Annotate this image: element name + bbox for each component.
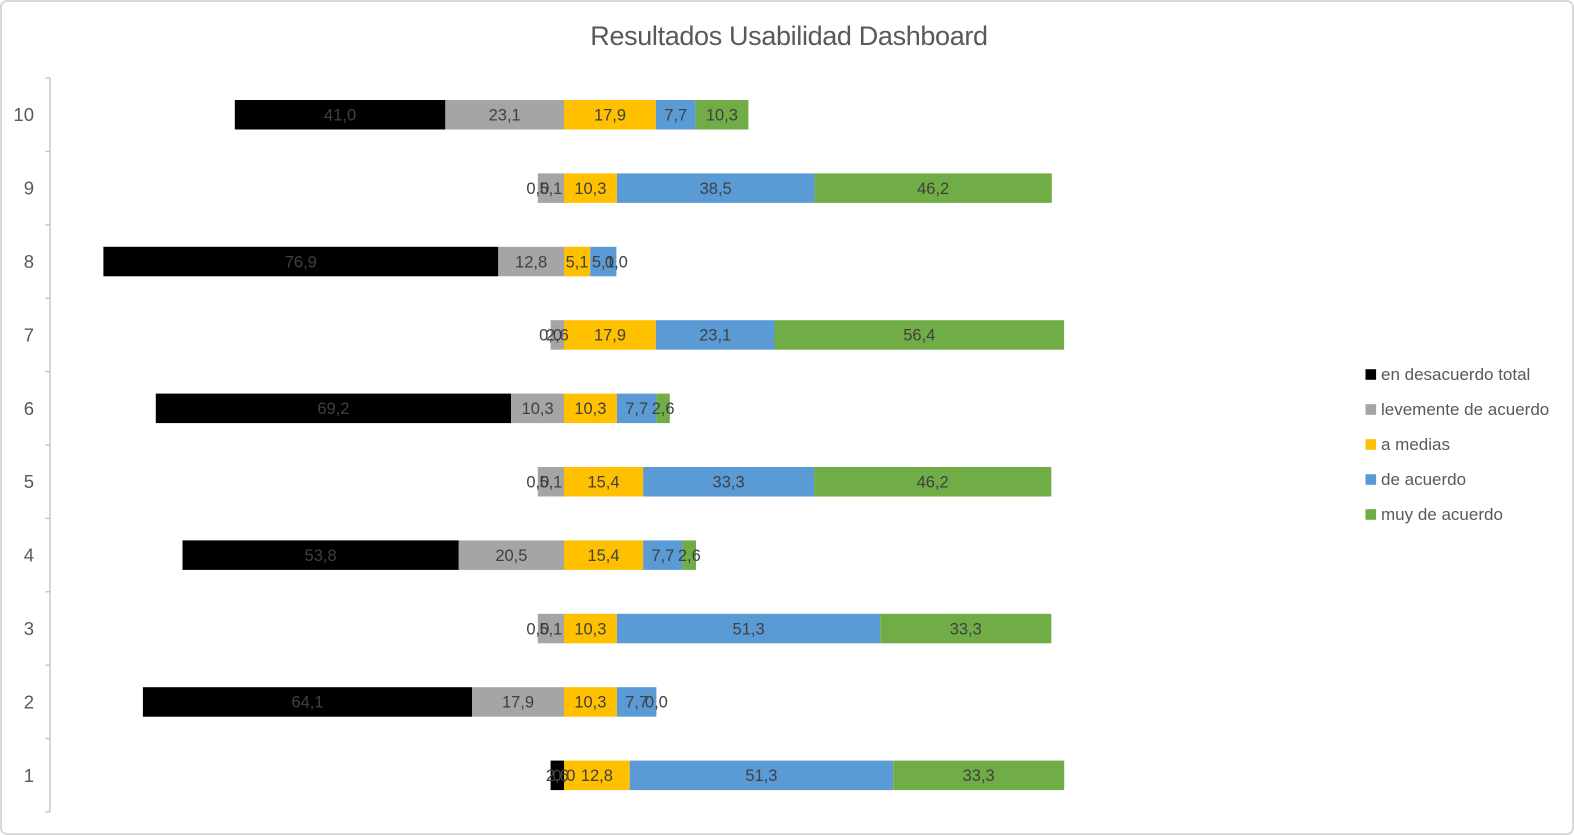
svg-text:76,9: 76,9 <box>285 253 317 271</box>
svg-text:5,1: 5,1 <box>539 474 562 492</box>
svg-text:23,1: 23,1 <box>699 327 731 345</box>
svg-text:5,1: 5,1 <box>539 620 562 638</box>
svg-text:38,5: 38,5 <box>700 180 732 198</box>
svg-text:8: 8 <box>24 251 34 272</box>
svg-text:0,0: 0,0 <box>645 694 668 712</box>
svg-text:20,5: 20,5 <box>495 547 527 565</box>
svg-text:10,3: 10,3 <box>574 620 606 638</box>
svg-text:2,6: 2,6 <box>678 547 701 565</box>
svg-text:en desacuerdo total: en desacuerdo total <box>1381 365 1530 384</box>
svg-text:10,3: 10,3 <box>574 694 606 712</box>
svg-text:5,1: 5,1 <box>566 253 589 271</box>
svg-text:41,0: 41,0 <box>324 107 356 125</box>
svg-text:1: 1 <box>24 765 34 786</box>
svg-text:15,4: 15,4 <box>587 547 619 565</box>
svg-text:5,1: 5,1 <box>539 180 562 198</box>
svg-text:3: 3 <box>24 618 34 639</box>
svg-text:4: 4 <box>24 545 34 566</box>
svg-text:2,6: 2,6 <box>652 400 675 418</box>
svg-text:7,7: 7,7 <box>651 547 674 565</box>
svg-text:0,0: 0,0 <box>539 327 562 345</box>
svg-text:15,4: 15,4 <box>587 474 619 492</box>
svg-text:2,6: 2,6 <box>546 767 569 785</box>
svg-text:7,7: 7,7 <box>664 107 687 125</box>
svg-text:muy de acuerdo: muy de acuerdo <box>1381 505 1503 524</box>
svg-text:6: 6 <box>24 398 34 419</box>
svg-text:56,4: 56,4 <box>903 327 935 345</box>
svg-text:10,3: 10,3 <box>574 400 606 418</box>
svg-text:0,0: 0,0 <box>605 253 628 271</box>
svg-text:0,0: 0,0 <box>553 767 576 785</box>
svg-text:5,1: 5,1 <box>592 253 615 271</box>
svg-text:53,8: 53,8 <box>305 547 337 565</box>
svg-text:levemente de acuerdo: levemente de acuerdo <box>1381 400 1549 419</box>
svg-text:a medias: a medias <box>1381 435 1450 454</box>
svg-text:46,2: 46,2 <box>917 180 949 198</box>
svg-text:5: 5 <box>24 471 34 492</box>
svg-text:0,0: 0,0 <box>526 620 549 638</box>
svg-text:de acuerdo: de acuerdo <box>1381 470 1466 489</box>
svg-text:23,1: 23,1 <box>489 107 521 125</box>
svg-text:17,9: 17,9 <box>502 694 534 712</box>
svg-text:2: 2 <box>24 691 34 712</box>
svg-text:7: 7 <box>24 324 34 345</box>
svg-text:10,3: 10,3 <box>706 107 738 125</box>
svg-text:33,3: 33,3 <box>713 474 745 492</box>
svg-text:46,2: 46,2 <box>917 474 949 492</box>
svg-text:69,2: 69,2 <box>317 400 349 418</box>
svg-text:17,9: 17,9 <box>594 107 626 125</box>
svg-text:17,9: 17,9 <box>594 327 626 345</box>
svg-text:Resultados Usabilidad Dashboar: Resultados Usabilidad Dashboard <box>590 21 987 51</box>
svg-text:12,8: 12,8 <box>515 253 547 271</box>
svg-text:64,1: 64,1 <box>291 694 323 712</box>
svg-text:51,3: 51,3 <box>745 767 777 785</box>
svg-text:10,3: 10,3 <box>522 400 554 418</box>
svg-text:0,0: 0,0 <box>526 180 549 198</box>
svg-text:12,8: 12,8 <box>581 767 613 785</box>
svg-text:10,3: 10,3 <box>574 180 606 198</box>
svg-text:33,3: 33,3 <box>963 767 995 785</box>
svg-text:9: 9 <box>24 178 34 199</box>
svg-text:10: 10 <box>13 104 34 125</box>
svg-text:51,3: 51,3 <box>733 620 765 638</box>
svg-text:7,7: 7,7 <box>625 694 648 712</box>
svg-text:7,7: 7,7 <box>625 400 648 418</box>
svg-text:2,6: 2,6 <box>546 327 569 345</box>
svg-text:0,0: 0,0 <box>526 474 549 492</box>
svg-text:33,3: 33,3 <box>950 620 982 638</box>
